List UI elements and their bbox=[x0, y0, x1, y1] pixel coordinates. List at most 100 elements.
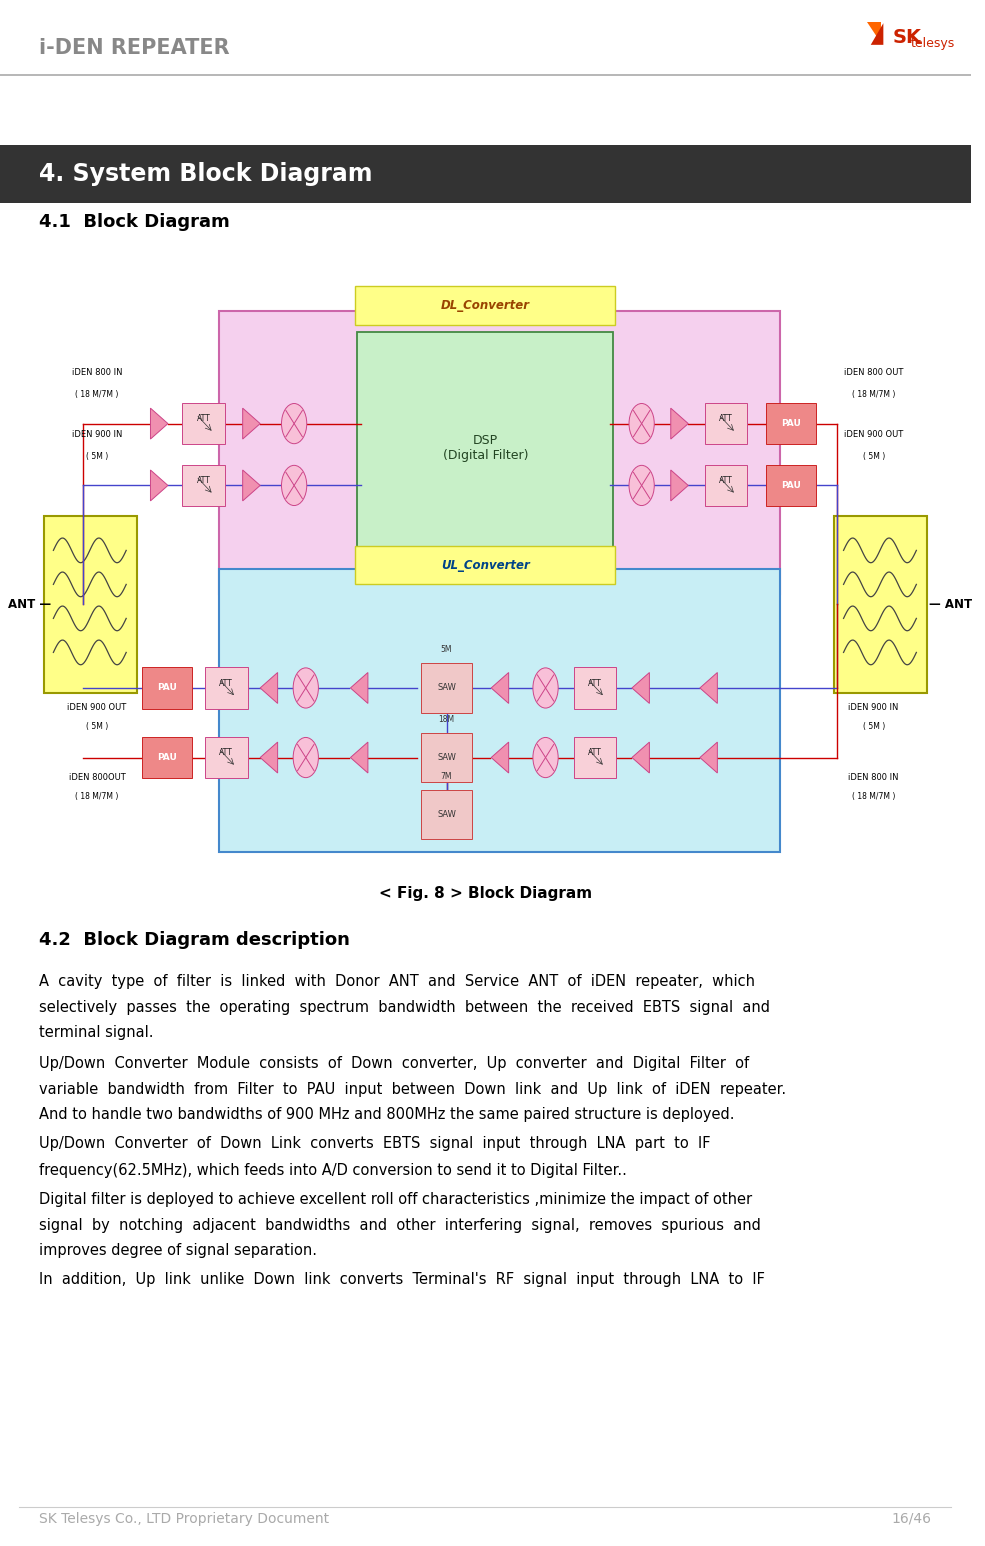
Polygon shape bbox=[492, 673, 508, 703]
FancyBboxPatch shape bbox=[422, 663, 472, 713]
FancyBboxPatch shape bbox=[43, 516, 137, 693]
Text: 4.2  Block Diagram description: 4.2 Block Diagram description bbox=[38, 931, 350, 949]
Polygon shape bbox=[242, 470, 260, 501]
FancyBboxPatch shape bbox=[220, 569, 780, 852]
Text: 16/46: 16/46 bbox=[891, 1512, 932, 1526]
Text: ATT: ATT bbox=[588, 748, 602, 758]
Polygon shape bbox=[260, 742, 278, 773]
Polygon shape bbox=[260, 673, 278, 703]
Circle shape bbox=[282, 465, 306, 506]
Text: telesys: telesys bbox=[910, 37, 954, 49]
FancyBboxPatch shape bbox=[205, 737, 247, 779]
Polygon shape bbox=[871, 23, 884, 45]
Text: 4.1  Block Diagram: 4.1 Block Diagram bbox=[38, 213, 230, 232]
Text: Up/Down  Converter  Module  consists  of  Down  converter,  Up  converter  and  : Up/Down Converter Module consists of Dow… bbox=[38, 1056, 749, 1071]
Text: < Fig. 8 > Block Diagram: < Fig. 8 > Block Diagram bbox=[379, 886, 592, 901]
Text: Up/Down  Converter  of  Down  Link  converts  EBTS  signal  input  through  LNA : Up/Down Converter of Down Link converts … bbox=[38, 1136, 710, 1152]
Text: signal  by  notching  adjacent  bandwidths  and  other  interfering  signal,  re: signal by notching adjacent bandwidths a… bbox=[38, 1218, 760, 1234]
Text: 18M: 18M bbox=[438, 714, 455, 724]
FancyBboxPatch shape bbox=[0, 145, 970, 204]
Text: ATT: ATT bbox=[588, 679, 602, 688]
FancyBboxPatch shape bbox=[182, 464, 226, 507]
Polygon shape bbox=[242, 408, 260, 439]
Text: PAU: PAU bbox=[157, 753, 177, 762]
Circle shape bbox=[533, 737, 558, 778]
FancyBboxPatch shape bbox=[182, 404, 226, 445]
Text: ( 5M ): ( 5M ) bbox=[86, 722, 108, 731]
FancyBboxPatch shape bbox=[422, 790, 472, 839]
FancyBboxPatch shape bbox=[220, 311, 780, 594]
Text: ATT: ATT bbox=[719, 414, 733, 424]
Circle shape bbox=[629, 404, 654, 444]
Text: iDEN 800 OUT: iDEN 800 OUT bbox=[844, 368, 903, 377]
Text: SK: SK bbox=[893, 28, 922, 46]
Text: ( 5M ): ( 5M ) bbox=[863, 722, 885, 731]
Text: 7M: 7M bbox=[440, 771, 452, 781]
Text: DSP
(Digital Filter): DSP (Digital Filter) bbox=[442, 434, 528, 462]
Circle shape bbox=[294, 668, 318, 708]
Text: variable  bandwidth  from  Filter  to  PAU  input  between  Down  link  and  Up : variable bandwidth from Filter to PAU in… bbox=[38, 1082, 786, 1098]
Text: DL_Converter: DL_Converter bbox=[441, 298, 530, 312]
Text: terminal signal.: terminal signal. bbox=[38, 1025, 154, 1040]
Text: PAU: PAU bbox=[157, 683, 177, 693]
Text: ATT: ATT bbox=[220, 748, 233, 758]
Text: In  addition,  Up  link  unlike  Down  link  converts  Terminal's  RF  signal  i: In addition, Up link unlike Down link co… bbox=[38, 1272, 764, 1288]
Text: SK Telesys Co., LTD Proprietary Document: SK Telesys Co., LTD Proprietary Document bbox=[38, 1512, 329, 1526]
Circle shape bbox=[282, 404, 306, 444]
Text: improves degree of signal separation.: improves degree of signal separation. bbox=[38, 1243, 317, 1258]
Text: PAU: PAU bbox=[781, 419, 801, 428]
Text: ATT: ATT bbox=[220, 679, 233, 688]
FancyBboxPatch shape bbox=[356, 286, 616, 325]
Text: ATT: ATT bbox=[719, 476, 733, 485]
Polygon shape bbox=[351, 742, 368, 773]
Text: And to handle two bandwidths of 900 MHz and 800MHz the same paired structure is : And to handle two bandwidths of 900 MHz … bbox=[38, 1107, 735, 1122]
Polygon shape bbox=[700, 673, 717, 703]
Polygon shape bbox=[700, 742, 717, 773]
FancyBboxPatch shape bbox=[573, 737, 617, 779]
Text: iDEN 900 OUT: iDEN 900 OUT bbox=[844, 430, 903, 439]
Text: SAW: SAW bbox=[437, 810, 456, 819]
Text: 5M: 5M bbox=[440, 645, 452, 654]
Text: iDEN 800OUT: iDEN 800OUT bbox=[69, 773, 125, 782]
Text: ( 18 M/7M ): ( 18 M/7M ) bbox=[76, 390, 119, 399]
Polygon shape bbox=[492, 742, 508, 773]
Text: ATT: ATT bbox=[197, 414, 211, 424]
Circle shape bbox=[294, 737, 318, 778]
Polygon shape bbox=[351, 673, 368, 703]
FancyBboxPatch shape bbox=[704, 464, 748, 507]
Text: ( 5M ): ( 5M ) bbox=[86, 451, 108, 461]
FancyBboxPatch shape bbox=[834, 516, 927, 693]
Text: iDEN 800 IN: iDEN 800 IN bbox=[848, 773, 899, 782]
FancyBboxPatch shape bbox=[573, 666, 617, 708]
Text: iDEN 800 IN: iDEN 800 IN bbox=[72, 368, 122, 377]
Text: PAU: PAU bbox=[781, 481, 801, 490]
FancyBboxPatch shape bbox=[142, 666, 192, 708]
FancyBboxPatch shape bbox=[142, 737, 192, 779]
Text: — ANT: — ANT bbox=[929, 598, 972, 611]
Text: A  cavity  type  of  filter  is  linked  with  Donor  ANT  and  Service  ANT  of: A cavity type of filter is linked with D… bbox=[38, 974, 755, 989]
Text: iDEN 900 IN: iDEN 900 IN bbox=[72, 430, 122, 439]
Polygon shape bbox=[671, 470, 689, 501]
Polygon shape bbox=[151, 470, 167, 501]
Text: ( 18 M/7M ): ( 18 M/7M ) bbox=[76, 792, 119, 801]
Text: ( 18 M/7M ): ( 18 M/7M ) bbox=[852, 792, 895, 801]
FancyBboxPatch shape bbox=[205, 666, 247, 708]
Text: 4. System Block Diagram: 4. System Block Diagram bbox=[38, 162, 372, 186]
Text: iDEN 900 OUT: iDEN 900 OUT bbox=[67, 703, 127, 713]
Text: SAW: SAW bbox=[437, 753, 456, 762]
Polygon shape bbox=[671, 408, 689, 439]
FancyBboxPatch shape bbox=[704, 404, 748, 445]
Polygon shape bbox=[867, 22, 882, 43]
FancyBboxPatch shape bbox=[358, 332, 614, 574]
Text: Digital filter is deployed to achieve excellent roll off characteristics ,minimi: Digital filter is deployed to achieve ex… bbox=[38, 1192, 752, 1207]
FancyBboxPatch shape bbox=[422, 733, 472, 782]
Polygon shape bbox=[151, 408, 167, 439]
Polygon shape bbox=[632, 742, 649, 773]
Text: SAW: SAW bbox=[437, 683, 456, 693]
Polygon shape bbox=[632, 673, 649, 703]
Text: selectively  passes  the  operating  spectrum  bandwidth  between  the  received: selectively passes the operating spectru… bbox=[38, 1000, 770, 1016]
FancyBboxPatch shape bbox=[766, 464, 817, 507]
Circle shape bbox=[629, 465, 654, 506]
Text: i-DEN REPEATER: i-DEN REPEATER bbox=[38, 39, 230, 57]
Text: frequency(62.5MHz), which feeds into A/D conversion to send it to Digital Filter: frequency(62.5MHz), which feeds into A/D… bbox=[38, 1163, 626, 1178]
